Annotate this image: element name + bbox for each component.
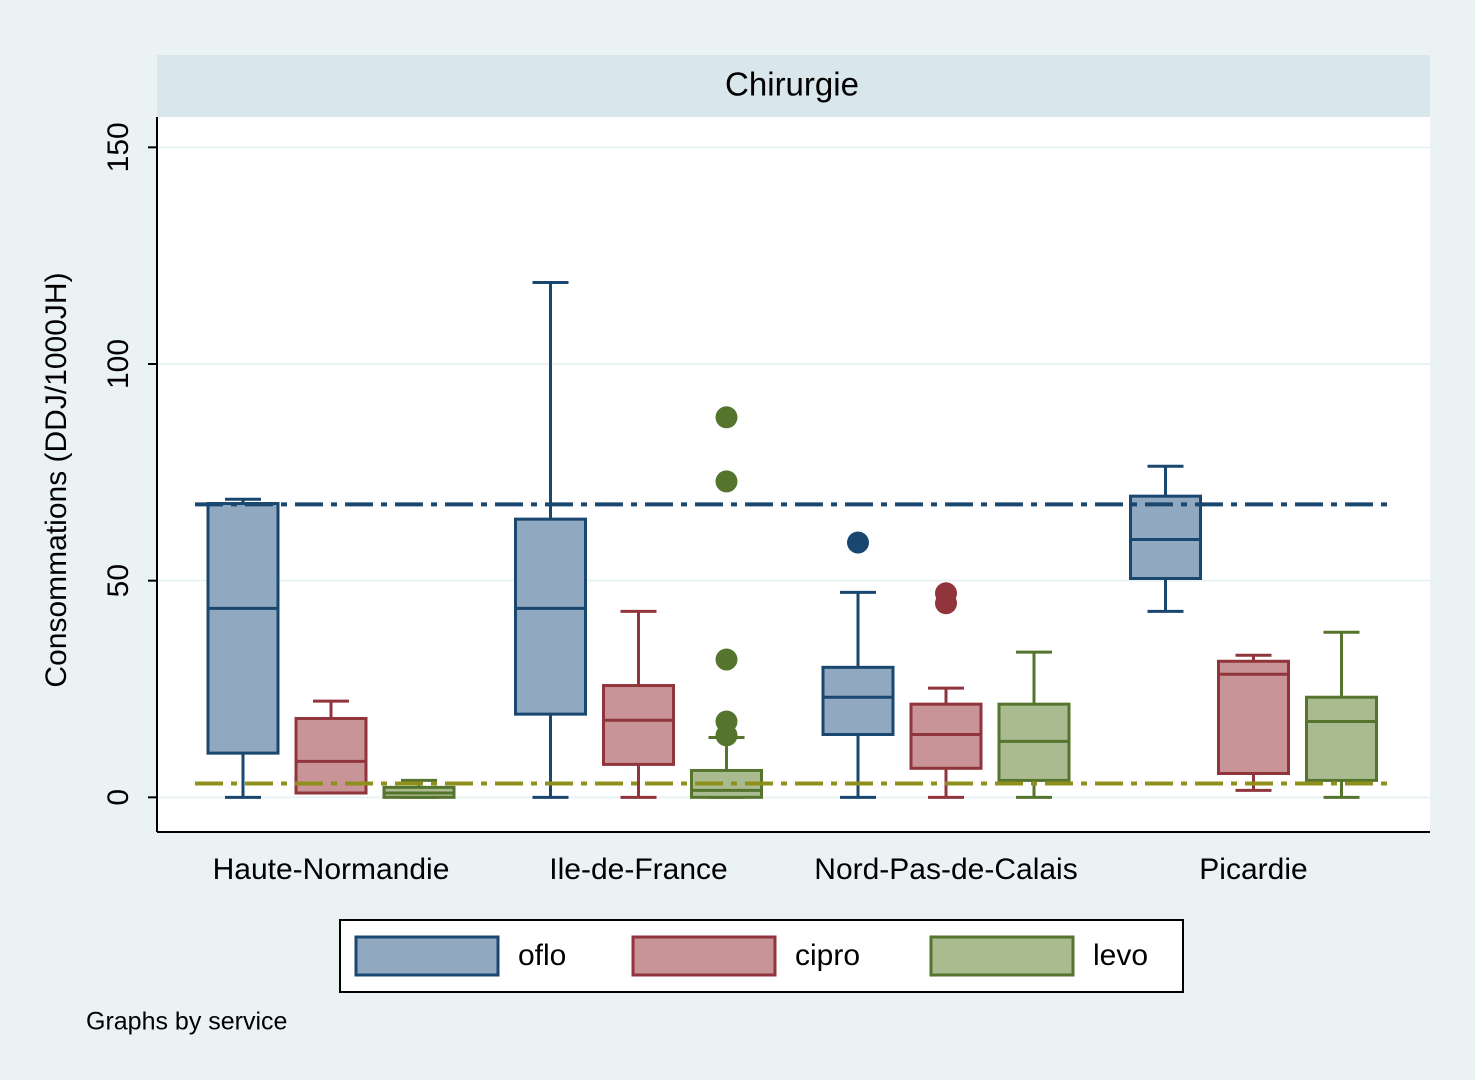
box (514, 517, 587, 716)
legend-swatch (929, 935, 1075, 977)
box (909, 702, 983, 770)
box (602, 684, 675, 766)
x-tick-label: Ile-de-France (549, 853, 727, 886)
box (206, 502, 280, 755)
outlier (847, 531, 869, 554)
outlier (715, 406, 738, 429)
box (821, 665, 895, 736)
outlier (715, 648, 738, 671)
legend-label: cipro (795, 939, 860, 972)
x-tick-label: Picardie (1199, 853, 1307, 886)
y-tick-label: 0 (102, 789, 135, 806)
legend-swatch (354, 935, 500, 977)
box (1217, 659, 1290, 775)
outlier (715, 470, 738, 493)
panel-title: Chirurgie (725, 66, 859, 103)
outlier (935, 592, 957, 615)
y-tick-label: 100 (102, 339, 135, 389)
panel-strip (157, 55, 1430, 117)
x-tick-label: Nord-Pas-de-Calais (814, 853, 1077, 886)
y-axis-title: Consommations (DDJ/1000JH) (40, 272, 73, 687)
box (1305, 695, 1378, 782)
y-tick-label: 150 (102, 122, 135, 172)
x-tick-label: Haute-Normandie (213, 853, 450, 886)
legend-label: oflo (518, 939, 566, 972)
box (294, 716, 368, 795)
legend-label: levo (1093, 939, 1148, 972)
y-tick-label: 50 (102, 564, 135, 597)
legend-swatch (631, 935, 777, 977)
outlier (715, 724, 738, 747)
note: Graphs by service (86, 1008, 287, 1036)
box (1129, 494, 1202, 580)
